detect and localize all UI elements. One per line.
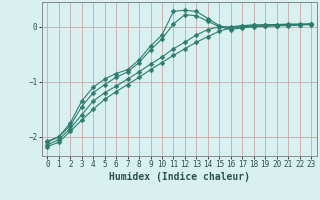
X-axis label: Humidex (Indice chaleur): Humidex (Indice chaleur) [109,172,250,182]
